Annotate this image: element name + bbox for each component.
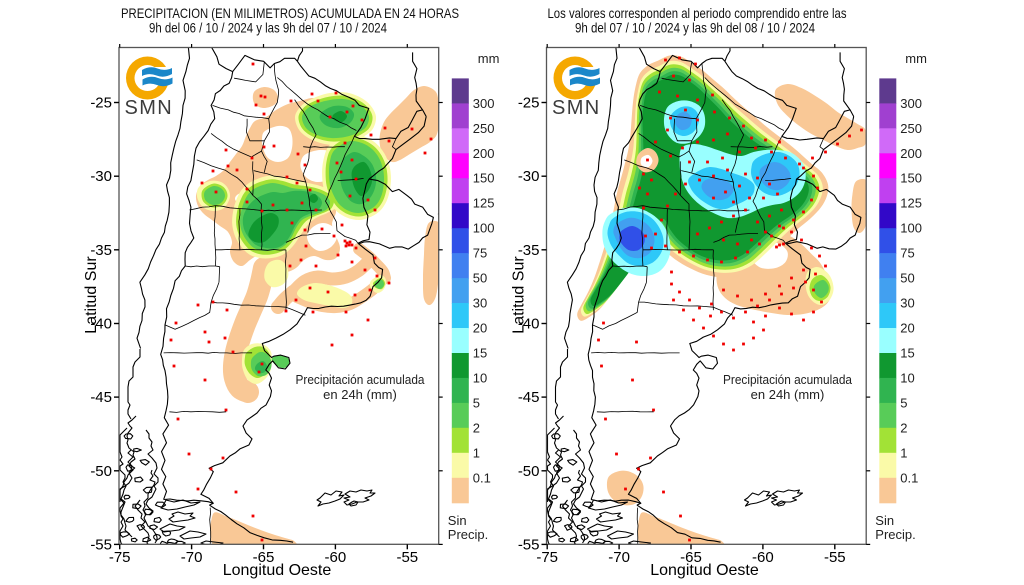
svg-text:2: 2 (473, 420, 480, 435)
svg-text:Precipitación acumulada: Precipitación acumulada (296, 372, 426, 387)
svg-text:200: 200 (900, 146, 922, 161)
svg-text:mm: mm (905, 51, 927, 66)
svg-text:2: 2 (900, 420, 907, 435)
svg-text:-75: -75 (536, 549, 558, 566)
svg-text:-35: -35 (518, 242, 540, 259)
svg-text:20: 20 (900, 321, 914, 336)
svg-text:Los valores corresponden al pe: Los valores corresponden al periodo comp… (548, 5, 847, 21)
svg-text:15: 15 (473, 346, 487, 361)
svg-text:Latitud Sur: Latitud Sur (83, 256, 100, 334)
svg-text:100: 100 (473, 221, 495, 236)
svg-text:-65: -65 (680, 549, 702, 566)
svg-text:75: 75 (900, 246, 914, 261)
svg-text:PRECIPITACION (EN MILIMETROS): PRECIPITACION (EN MILIMETROS) ACUMULADA … (121, 5, 459, 21)
svg-text:300: 300 (900, 96, 922, 111)
svg-text:-50: -50 (518, 463, 540, 480)
svg-text:200: 200 (473, 146, 495, 161)
svg-text:50: 50 (473, 271, 487, 286)
svg-text:9h del 07 / 10 / 2024 y las 9: 9h del 07 / 10 / 2024 y las 9h del 08 / … (575, 20, 815, 36)
svg-text:20: 20 (473, 321, 487, 336)
svg-text:Latitud Sur: Latitud Sur (511, 256, 528, 334)
svg-text:150: 150 (473, 171, 495, 186)
svg-text:Precipitación acumulada: Precipitación acumulada (723, 372, 853, 387)
svg-text:75: 75 (473, 246, 487, 261)
svg-text:Precip.: Precip. (448, 527, 488, 542)
svg-text:Longitud Oeste: Longitud Oeste (223, 562, 332, 579)
svg-text:300: 300 (473, 96, 495, 111)
svg-text:0.1: 0.1 (473, 470, 491, 485)
svg-text:mm: mm (478, 51, 500, 66)
svg-text:-40: -40 (90, 316, 112, 333)
svg-text:Sin: Sin (875, 513, 894, 528)
svg-text:en 24h (mm): en 24h (mm) (323, 387, 397, 402)
svg-text:-70: -70 (181, 549, 203, 566)
svg-text:Precip.: Precip. (875, 527, 915, 542)
svg-text:Longitud Oeste: Longitud Oeste (650, 562, 759, 579)
svg-text:30: 30 (900, 296, 914, 311)
svg-text:250: 250 (473, 121, 495, 136)
svg-text:Sin: Sin (448, 513, 467, 528)
svg-text:-75: -75 (109, 549, 131, 566)
svg-text:-25: -25 (90, 95, 112, 112)
svg-text:-55: -55 (90, 536, 112, 553)
svg-text:-35: -35 (90, 242, 112, 259)
svg-text:-30: -30 (90, 168, 112, 185)
svg-text:250: 250 (900, 121, 922, 136)
svg-text:-55: -55 (396, 549, 418, 566)
svg-text:1: 1 (900, 445, 907, 460)
svg-text:125: 125 (900, 196, 922, 211)
svg-text:-25: -25 (518, 95, 540, 112)
svg-text:0.1: 0.1 (900, 470, 918, 485)
svg-text:125: 125 (473, 196, 495, 211)
svg-text:5: 5 (900, 395, 907, 410)
svg-text:-65: -65 (253, 549, 275, 566)
svg-text:1: 1 (473, 445, 480, 460)
svg-text:en 24h (mm): en 24h (mm) (751, 387, 825, 402)
svg-text:-60: -60 (325, 549, 347, 566)
svg-text:-50: -50 (90, 463, 112, 480)
svg-text:9h del 06 / 10 / 2024 y las 9: 9h del 06 / 10 / 2024 y las 9h del 07 / … (149, 20, 387, 36)
svg-text:15: 15 (900, 346, 914, 361)
svg-text:-45: -45 (90, 389, 112, 406)
svg-text:SMN: SMN (125, 97, 174, 119)
svg-text:-60: -60 (752, 549, 774, 566)
svg-text:-70: -70 (608, 549, 630, 566)
svg-text:-55: -55 (824, 549, 846, 566)
svg-text:-55: -55 (518, 536, 540, 553)
svg-text:50: 50 (900, 271, 914, 286)
svg-text:5: 5 (473, 395, 480, 410)
svg-text:-30: -30 (518, 168, 540, 185)
svg-text:30: 30 (473, 296, 487, 311)
svg-text:10: 10 (473, 370, 487, 385)
svg-text:SMN: SMN (552, 97, 601, 119)
svg-text:-40: -40 (518, 316, 540, 333)
svg-text:10: 10 (900, 370, 914, 385)
svg-text:150: 150 (900, 171, 922, 186)
svg-text:100: 100 (900, 221, 922, 236)
svg-text:-45: -45 (518, 389, 540, 406)
